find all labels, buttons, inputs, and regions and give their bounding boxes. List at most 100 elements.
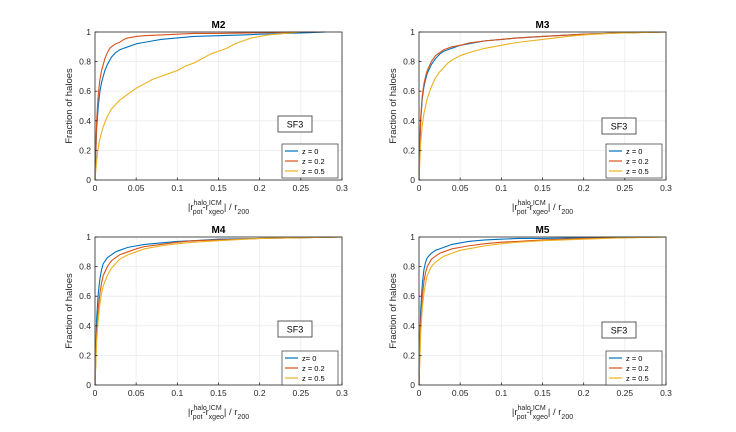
y-tick-label: 0.4 bbox=[403, 116, 415, 126]
x-tick-label: 0.25 bbox=[617, 388, 634, 398]
y-tick-label: 0.6 bbox=[79, 291, 91, 301]
y-tick-label: 0.4 bbox=[79, 321, 91, 331]
y-tick-label: 0.8 bbox=[403, 57, 415, 67]
y-tick-label: 0 bbox=[86, 175, 91, 185]
x-axis-label: |rhalo pot-rICM xgeo| / r200 bbox=[512, 405, 573, 421]
xlabel-sup: ICM bbox=[209, 200, 222, 207]
xlabel-part: |r bbox=[512, 407, 518, 418]
y-tick-label: 1 bbox=[86, 232, 91, 242]
legend-label: z = 0 bbox=[626, 147, 642, 156]
legend-label: z = 0 bbox=[626, 354, 642, 363]
legend-label: z = 0.5 bbox=[302, 374, 325, 383]
xlabel-sub: xgeo bbox=[209, 209, 224, 216]
y-tick-label: 1 bbox=[410, 232, 415, 242]
legend-label: z = 0.5 bbox=[302, 167, 325, 176]
x-tick-label: 0 bbox=[93, 183, 98, 193]
x-tick-label: 0.05 bbox=[128, 183, 145, 193]
xlabel-sub: pot bbox=[193, 414, 203, 421]
panel-m2: 0 0.05 0.1 0.15 0.2 0.25 0.3 0 0.2 0.4 0.6 0.8 1 M2 Fr… bbox=[64, 20, 348, 216]
y-tick-label: 0 bbox=[410, 380, 415, 390]
y-tick-label: 0.6 bbox=[403, 291, 415, 301]
panel-m3: 0 0.05 0.1 0.15 0.2 0.25 0.3 0 0.2 0.4 0.6 0.8 1 M3 Fr… bbox=[388, 20, 672, 216]
legend-label: z = 0.2 bbox=[302, 364, 325, 373]
y-axis-label: Fraction of haloes bbox=[388, 273, 399, 349]
series-line-2 bbox=[94, 236, 343, 386]
x-tick-label: 0 bbox=[417, 183, 422, 193]
series-line-0 bbox=[418, 236, 666, 386]
chart-title: M5 bbox=[536, 225, 550, 236]
xlabel-sup: halo bbox=[194, 200, 207, 207]
sf3-annotation-box bbox=[601, 321, 637, 339]
x-tick-label: 0.25 bbox=[293, 183, 310, 193]
y-tick-label: 0 bbox=[86, 380, 91, 390]
xlabel-sup: ICM bbox=[209, 405, 222, 412]
xlabel-part: | / r bbox=[548, 202, 562, 213]
chart-title: M4 bbox=[212, 225, 226, 236]
x-tick-label: 0.15 bbox=[210, 388, 227, 398]
series-line-1 bbox=[418, 236, 667, 386]
panel-m4: 0 0.05 0.1 0.15 0.2 0.25 0.3 0 0.2 0.4 0.6 0.8 1 M4 Fr… bbox=[64, 225, 348, 421]
legend-label: z = 0.2 bbox=[626, 364, 649, 373]
xlabel-sub: 200 bbox=[237, 209, 249, 216]
y-tick-label: 0.4 bbox=[403, 321, 415, 331]
series-line-1 bbox=[94, 31, 318, 181]
y-tick-label: 0.2 bbox=[403, 145, 415, 155]
legend-label: z= 0 bbox=[302, 354, 316, 363]
chart-title: M2 bbox=[212, 20, 226, 31]
x-tick-label: 0.3 bbox=[660, 388, 672, 398]
x-tick-label: 0 bbox=[417, 388, 422, 398]
xlabel-part: -r bbox=[203, 407, 209, 418]
series-line-0 bbox=[94, 236, 343, 386]
x-tick-label: 0.3 bbox=[336, 183, 348, 193]
series-line-1 bbox=[418, 31, 667, 181]
y-tick-label: 0.6 bbox=[403, 86, 415, 96]
y-axis-label: Fraction of haloes bbox=[64, 68, 75, 144]
x-tick-label: 0.3 bbox=[336, 388, 348, 398]
series-line-1 bbox=[94, 236, 343, 386]
series-line-2 bbox=[418, 236, 667, 386]
xlabel-sub: xgeo bbox=[533, 209, 548, 216]
y-tick-label: 0.6 bbox=[79, 86, 91, 96]
y-tick-label: 0.2 bbox=[403, 350, 415, 360]
xlabel-part: | / r bbox=[224, 407, 238, 418]
x-tick-label: 0 bbox=[93, 388, 98, 398]
xlabel-sub: pot bbox=[517, 414, 527, 421]
y-tick-label: 1 bbox=[410, 27, 415, 37]
xlabel-part: |r bbox=[188, 202, 194, 213]
x-tick-label: 0.1 bbox=[495, 388, 507, 398]
x-axis-label: |rhalo pot-rICM xgeo| / r200 bbox=[188, 200, 249, 216]
xlabel-sub: 200 bbox=[237, 414, 249, 421]
x-tick-label: 0.25 bbox=[293, 388, 310, 398]
series-line-0 bbox=[94, 31, 326, 181]
x-tick-label: 0.25 bbox=[617, 183, 634, 193]
sf3-annotation-box bbox=[601, 117, 637, 135]
chart-title: M3 bbox=[536, 20, 550, 31]
x-tick-label: 0.05 bbox=[128, 388, 145, 398]
xlabel-sub: pot bbox=[193, 209, 203, 216]
panel-m5: 0 0.05 0.1 0.15 0.2 0.25 0.3 0 0.2 0.4 0.6 0.8 1 M5 Fr… bbox=[388, 225, 672, 421]
xlabel-part: | / r bbox=[224, 202, 238, 213]
xlabel-part: -r bbox=[203, 202, 209, 213]
sf3-annotation: SF3 bbox=[287, 325, 304, 335]
xlabel-sub: xgeo bbox=[533, 414, 548, 421]
y-tick-label: 0.8 bbox=[403, 262, 415, 272]
xlabel-sup: halo bbox=[194, 405, 207, 412]
x-tick-label: 0.05 bbox=[452, 183, 469, 193]
x-axis-label: |rhalo pot-rICM xgeo| / r200 bbox=[188, 405, 249, 421]
series-line-2 bbox=[418, 31, 667, 181]
legend-label: z = 0.2 bbox=[302, 157, 325, 166]
xlabel-sup: ICM bbox=[533, 405, 546, 412]
y-tick-label: 1 bbox=[86, 27, 91, 37]
legend-label: z = 0.5 bbox=[626, 374, 649, 383]
x-tick-label: 0.1 bbox=[495, 183, 507, 193]
y-axis-label: Fraction of haloes bbox=[388, 68, 399, 144]
x-tick-label: 0.15 bbox=[210, 183, 227, 193]
xlabel-sub: pot bbox=[517, 209, 527, 216]
xlabel-sub: xgeo bbox=[209, 414, 224, 421]
xlabel-part: -r bbox=[527, 407, 533, 418]
y-tick-label: 0.8 bbox=[79, 57, 91, 67]
sf3-annotation-box bbox=[277, 115, 313, 133]
x-axis-label: |rhalo pot-rICM xgeo| / r200 bbox=[512, 200, 573, 216]
legend-label: z = 0.2 bbox=[626, 157, 649, 166]
legend-box bbox=[605, 350, 663, 386]
